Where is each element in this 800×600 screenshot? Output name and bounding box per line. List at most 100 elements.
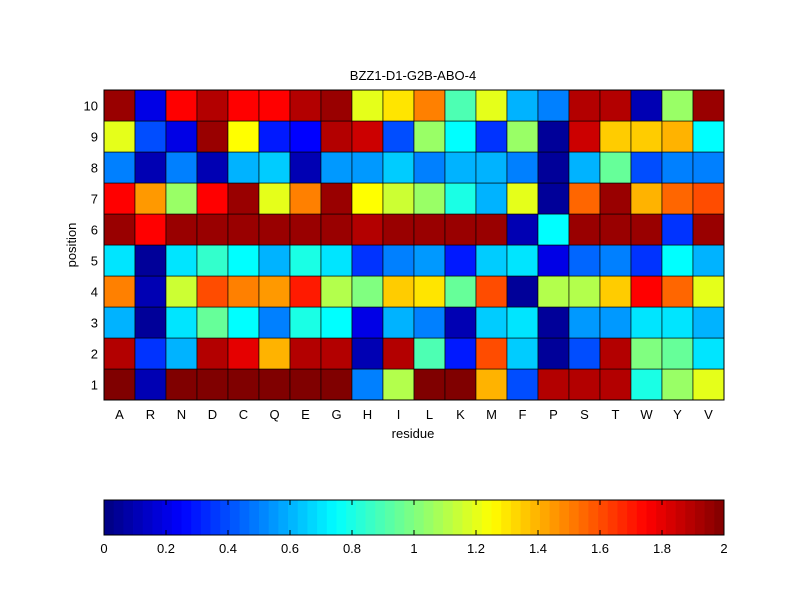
colorbar-segment bbox=[384, 500, 396, 535]
heatmap-cell bbox=[351, 151, 384, 184]
heatmap-cell bbox=[320, 368, 353, 401]
y-tick-label: 3 bbox=[91, 316, 98, 331]
heatmap-cell bbox=[661, 368, 694, 401]
heatmap-cell bbox=[444, 213, 477, 246]
colorbar-segment bbox=[414, 500, 425, 535]
y-tick-label: 1 bbox=[91, 378, 98, 393]
heatmap-cell bbox=[413, 275, 446, 308]
heatmap-cell bbox=[506, 275, 539, 308]
heatmap-cell bbox=[630, 337, 663, 370]
heatmap-cell bbox=[258, 368, 291, 401]
colorbar-segment bbox=[336, 500, 347, 535]
heatmap-cell bbox=[413, 368, 446, 401]
heatmap-cell bbox=[630, 275, 663, 308]
heatmap-cell bbox=[351, 306, 384, 339]
heatmap-cell bbox=[382, 275, 415, 308]
heatmap-cell bbox=[165, 275, 198, 308]
heatmap-cell bbox=[258, 306, 291, 339]
heatmap-cell bbox=[227, 337, 260, 370]
heatmap-cell bbox=[351, 244, 384, 277]
colorbar-segment bbox=[181, 500, 192, 535]
heatmap-cell bbox=[630, 151, 663, 184]
heatmap-cell bbox=[599, 368, 632, 401]
colorbar-segment bbox=[375, 500, 386, 535]
y-tick-label: 6 bbox=[91, 223, 98, 238]
colorbar-segment bbox=[239, 500, 250, 535]
colorbar-segment bbox=[133, 500, 144, 535]
heatmap-cell bbox=[444, 120, 477, 153]
colorbar-segment bbox=[423, 500, 434, 535]
colorbar-segment bbox=[394, 500, 405, 535]
heatmap-cell bbox=[661, 120, 694, 153]
heatmap-cell bbox=[382, 306, 415, 339]
heatmap-cell bbox=[258, 337, 291, 370]
heatmap-cell bbox=[134, 213, 167, 246]
heatmap-cell bbox=[692, 275, 725, 308]
heatmap-cell bbox=[692, 306, 725, 339]
heatmap-cell bbox=[599, 213, 632, 246]
heatmap-cell bbox=[103, 120, 136, 153]
heatmap-cell bbox=[351, 337, 384, 370]
x-tick-label: R bbox=[146, 407, 155, 422]
heatmap-cell bbox=[506, 213, 539, 246]
colorbar-tick-label: 0.4 bbox=[219, 541, 237, 556]
heatmap-cell bbox=[692, 89, 725, 122]
heatmap-cell bbox=[320, 182, 353, 215]
heatmap-cell bbox=[196, 182, 229, 215]
heatmap-cell bbox=[103, 337, 136, 370]
heatmap-cell bbox=[475, 368, 508, 401]
heatmap-cell bbox=[599, 182, 632, 215]
heatmap-cell bbox=[382, 182, 415, 215]
heatmap-cell bbox=[537, 244, 570, 277]
heatmap-cell bbox=[320, 213, 353, 246]
colorbar-segment bbox=[200, 500, 211, 535]
colorbar-segment bbox=[636, 500, 647, 535]
colorbar-tick-label: 1.4 bbox=[529, 541, 547, 556]
heatmap-cell bbox=[196, 89, 229, 122]
heatmap-cell bbox=[103, 275, 136, 308]
heatmap-cell bbox=[320, 151, 353, 184]
heatmap-cell bbox=[506, 182, 539, 215]
heatmap-cell bbox=[444, 275, 477, 308]
heatmap-cell bbox=[444, 306, 477, 339]
colorbar-segment bbox=[549, 500, 560, 535]
heatmap-cell bbox=[196, 368, 229, 401]
colorbar-segment bbox=[288, 500, 299, 535]
colorbar-segment bbox=[607, 500, 618, 535]
colorbar-segment bbox=[307, 500, 318, 535]
heatmap-cell bbox=[258, 151, 291, 184]
heatmap-cell bbox=[413, 120, 446, 153]
heatmap-cell bbox=[568, 182, 601, 215]
colorbar-segment bbox=[530, 500, 541, 535]
heatmap-cell bbox=[444, 368, 477, 401]
heatmap-cell bbox=[568, 213, 601, 246]
heatmap-cell bbox=[661, 275, 694, 308]
heatmap-cell bbox=[320, 120, 353, 153]
heatmap-cell bbox=[568, 120, 601, 153]
x-tick-label: P bbox=[549, 407, 558, 422]
heatmap-cell bbox=[134, 120, 167, 153]
colorbar-segment bbox=[326, 500, 337, 535]
heatmap-cell bbox=[134, 337, 167, 370]
colorbar-segment bbox=[462, 500, 473, 535]
heatmap-cell bbox=[258, 120, 291, 153]
heatmap-cell bbox=[692, 151, 725, 184]
heatmap-cell bbox=[382, 120, 415, 153]
heatmap-cell bbox=[661, 151, 694, 184]
heatmap-cell bbox=[196, 120, 229, 153]
heatmap-cell bbox=[382, 89, 415, 122]
heatmap-cell bbox=[227, 368, 260, 401]
heatmap-cell bbox=[289, 213, 322, 246]
colorbar-segment bbox=[617, 500, 628, 535]
colorbar-tick-label: 1.2 bbox=[467, 541, 485, 556]
heatmap-cell bbox=[599, 151, 632, 184]
heatmap-cell bbox=[537, 182, 570, 215]
heatmap-cell bbox=[568, 306, 601, 339]
colorbar-segment bbox=[162, 500, 173, 535]
colorbar-tick-labels: 0 0.2 0.4 0.6 0.8 1 1.2 1.4 1.6 1.8 2 bbox=[100, 500, 728, 556]
heatmap-cell bbox=[165, 89, 198, 122]
heatmap-cell bbox=[568, 151, 601, 184]
colorbar-segment bbox=[113, 500, 124, 535]
colorbar-segment bbox=[404, 500, 415, 535]
